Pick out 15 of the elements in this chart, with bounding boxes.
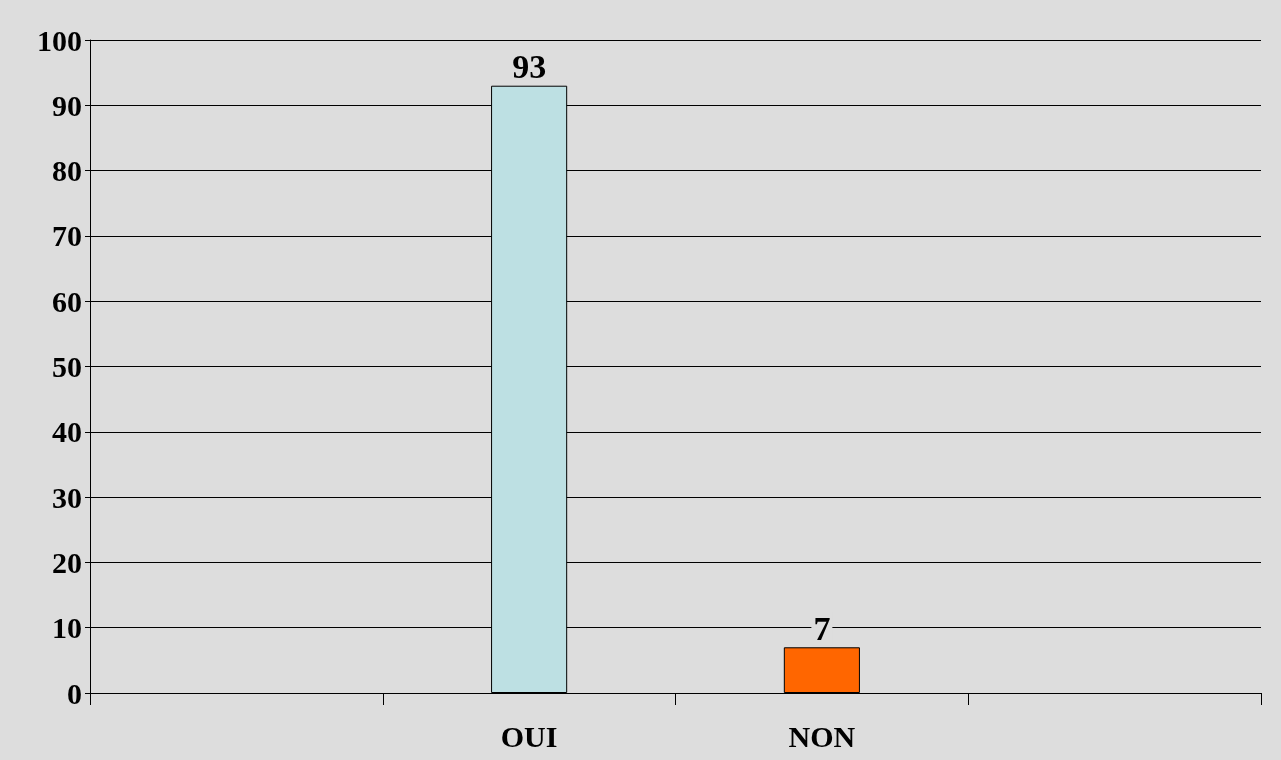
x-tick-label: OUI <box>500 719 558 753</box>
x-tick-label: NON <box>788 719 856 753</box>
y-tick-label: 90 <box>52 88 82 122</box>
y-tick-label: 30 <box>52 480 82 514</box>
y-tick-label: 40 <box>52 415 82 449</box>
y-tick-label: 0 <box>67 676 82 710</box>
data-label: 7 <box>813 609 831 647</box>
y-tick-label: 70 <box>52 219 82 253</box>
y-tick-label: 50 <box>52 350 82 383</box>
y-tick-label: 100 <box>37 23 82 57</box>
y-tick-label: 10 <box>52 611 82 645</box>
y-tick-label: 20 <box>52 545 82 579</box>
y-tick-label: 80 <box>52 154 82 188</box>
y-tick-label: 60 <box>52 284 82 318</box>
data-label: 93 <box>512 48 547 86</box>
